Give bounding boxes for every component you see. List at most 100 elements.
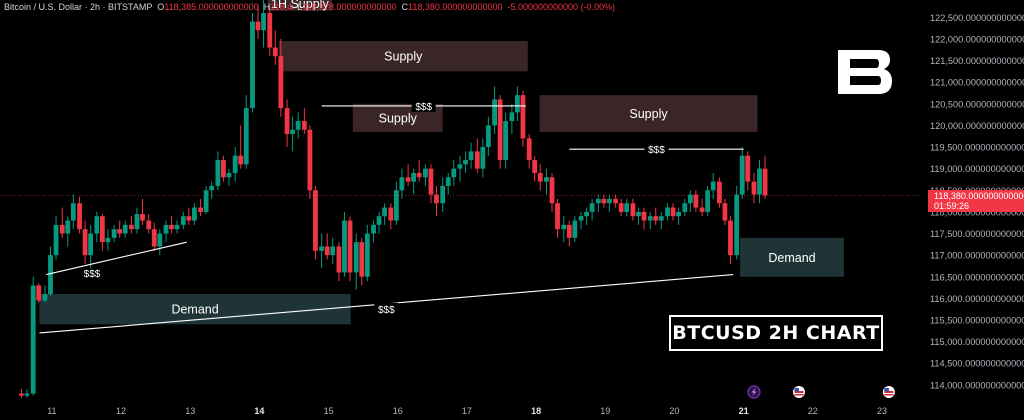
candle-body	[544, 177, 549, 182]
candle-body	[405, 177, 411, 182]
candle-body	[618, 203, 624, 212]
price-tick-label: 118,000.000000000000	[930, 207, 1024, 217]
candle-body	[99, 216, 105, 243]
candle-body	[687, 194, 693, 204]
supply-zone-label: Supply	[379, 111, 418, 125]
time-tick-label: 21	[739, 406, 749, 416]
price-tick-label: 120,500.000000000000	[930, 99, 1024, 109]
candle-body	[722, 203, 728, 221]
demand-zone	[39, 294, 351, 325]
candle-body	[261, 12, 266, 31]
price-tick-label: 121,000.000000000000	[930, 78, 1024, 88]
candle-body	[191, 207, 197, 221]
price-tick-label: 116,000.000000000000	[930, 294, 1024, 304]
time-tick-label: 22	[808, 406, 818, 416]
candle-body	[347, 220, 353, 273]
candle-body	[203, 190, 209, 212]
candle-body	[186, 216, 192, 221]
candle-body	[474, 151, 480, 169]
candle-body	[613, 198, 619, 204]
candle-body	[140, 214, 145, 221]
candle-body	[745, 155, 751, 182]
candle-body	[670, 207, 676, 217]
time-tick-label: 18	[531, 406, 541, 416]
candle-body	[129, 224, 134, 230]
liquidity-label: $$$	[648, 145, 665, 156]
candle-body	[480, 147, 486, 169]
candle-body	[607, 198, 612, 204]
candle-body	[198, 207, 204, 212]
time-tick-label: 13	[185, 406, 195, 416]
candle-body	[330, 246, 336, 256]
candle-body	[624, 203, 630, 212]
price-tick-label: 114,500.000000000000	[930, 359, 1024, 369]
price-tick-label: 115,000.000000000000	[930, 337, 1024, 347]
candle-body	[566, 224, 572, 238]
candle-body	[209, 185, 215, 191]
liquidity-line	[46, 241, 187, 276]
last-price-value: 118,380.000000000000	[934, 191, 1024, 201]
last-price-tag: 118,380.000000000000 01:59:26	[928, 190, 1024, 212]
candle-body	[601, 198, 607, 204]
price-tick-label: 122,500.000000000000	[930, 13, 1024, 23]
candle-body	[463, 160, 468, 165]
candle-body	[497, 99, 503, 160]
candle-body	[515, 95, 520, 113]
candle-body	[157, 233, 163, 247]
price-tick-label: 117,500.000000000000	[930, 229, 1024, 239]
candle-body	[503, 121, 509, 160]
time-tick-label: 20	[669, 406, 679, 416]
candle-body	[272, 47, 278, 57]
candle-body	[416, 172, 422, 178]
candle-body	[255, 21, 261, 31]
time-tick-label: 16	[393, 406, 403, 416]
supply-zone-label: Supply	[384, 50, 423, 64]
supply-zone	[267, 0, 333, 11]
candle-body	[676, 211, 681, 217]
liquidity-label: $$$	[84, 269, 101, 280]
candle-body	[728, 220, 733, 256]
candle-body	[492, 99, 497, 126]
candle-body	[117, 229, 123, 234]
candle-body	[59, 224, 65, 234]
candle-body	[278, 56, 284, 109]
candle-body	[88, 233, 94, 256]
candle-body	[324, 246, 330, 256]
candle-body	[411, 172, 417, 182]
price-tick-label: 114,000.000000000000	[930, 380, 1024, 390]
candle-body	[30, 285, 36, 394]
price-tick-label: 119,000.000000000000	[930, 164, 1024, 174]
candle-body	[468, 151, 474, 160]
candle-body	[658, 216, 664, 221]
candle-body	[699, 207, 705, 212]
candle-body	[290, 129, 296, 135]
candle-countdown: 01:59:26	[934, 201, 970, 211]
candle-body	[313, 190, 318, 251]
candle-body	[757, 168, 762, 195]
change-value: -5.000000000000 (-0.00%)	[507, 2, 616, 12]
symbol-name[interactable]: Bitcoin / U.S. Dollar · 2h · BITSTAMP	[4, 2, 153, 12]
candle-body	[284, 108, 290, 135]
brand-logo-icon	[838, 50, 892, 94]
candle-body	[589, 203, 595, 212]
candle-body	[393, 190, 399, 221]
candle-body	[537, 172, 543, 182]
candle-body	[653, 216, 659, 221]
demand-zone-label: Demand	[768, 251, 815, 265]
candle-body	[163, 224, 169, 234]
candle-body	[226, 172, 232, 178]
candle-body	[151, 229, 157, 247]
candle-body	[353, 242, 359, 273]
low-value: 118,378.000000000000	[302, 2, 397, 12]
candle-body	[710, 181, 716, 191]
candle-body	[584, 211, 589, 217]
time-axis[interactable]	[0, 400, 920, 420]
candle-body	[221, 160, 226, 178]
candle-body	[572, 220, 578, 238]
price-tick-label: 116,500.000000000000	[930, 272, 1024, 282]
candle-body	[94, 216, 100, 234]
candle-body	[77, 203, 82, 230]
candle-body	[250, 21, 255, 109]
candle-body	[636, 211, 641, 217]
